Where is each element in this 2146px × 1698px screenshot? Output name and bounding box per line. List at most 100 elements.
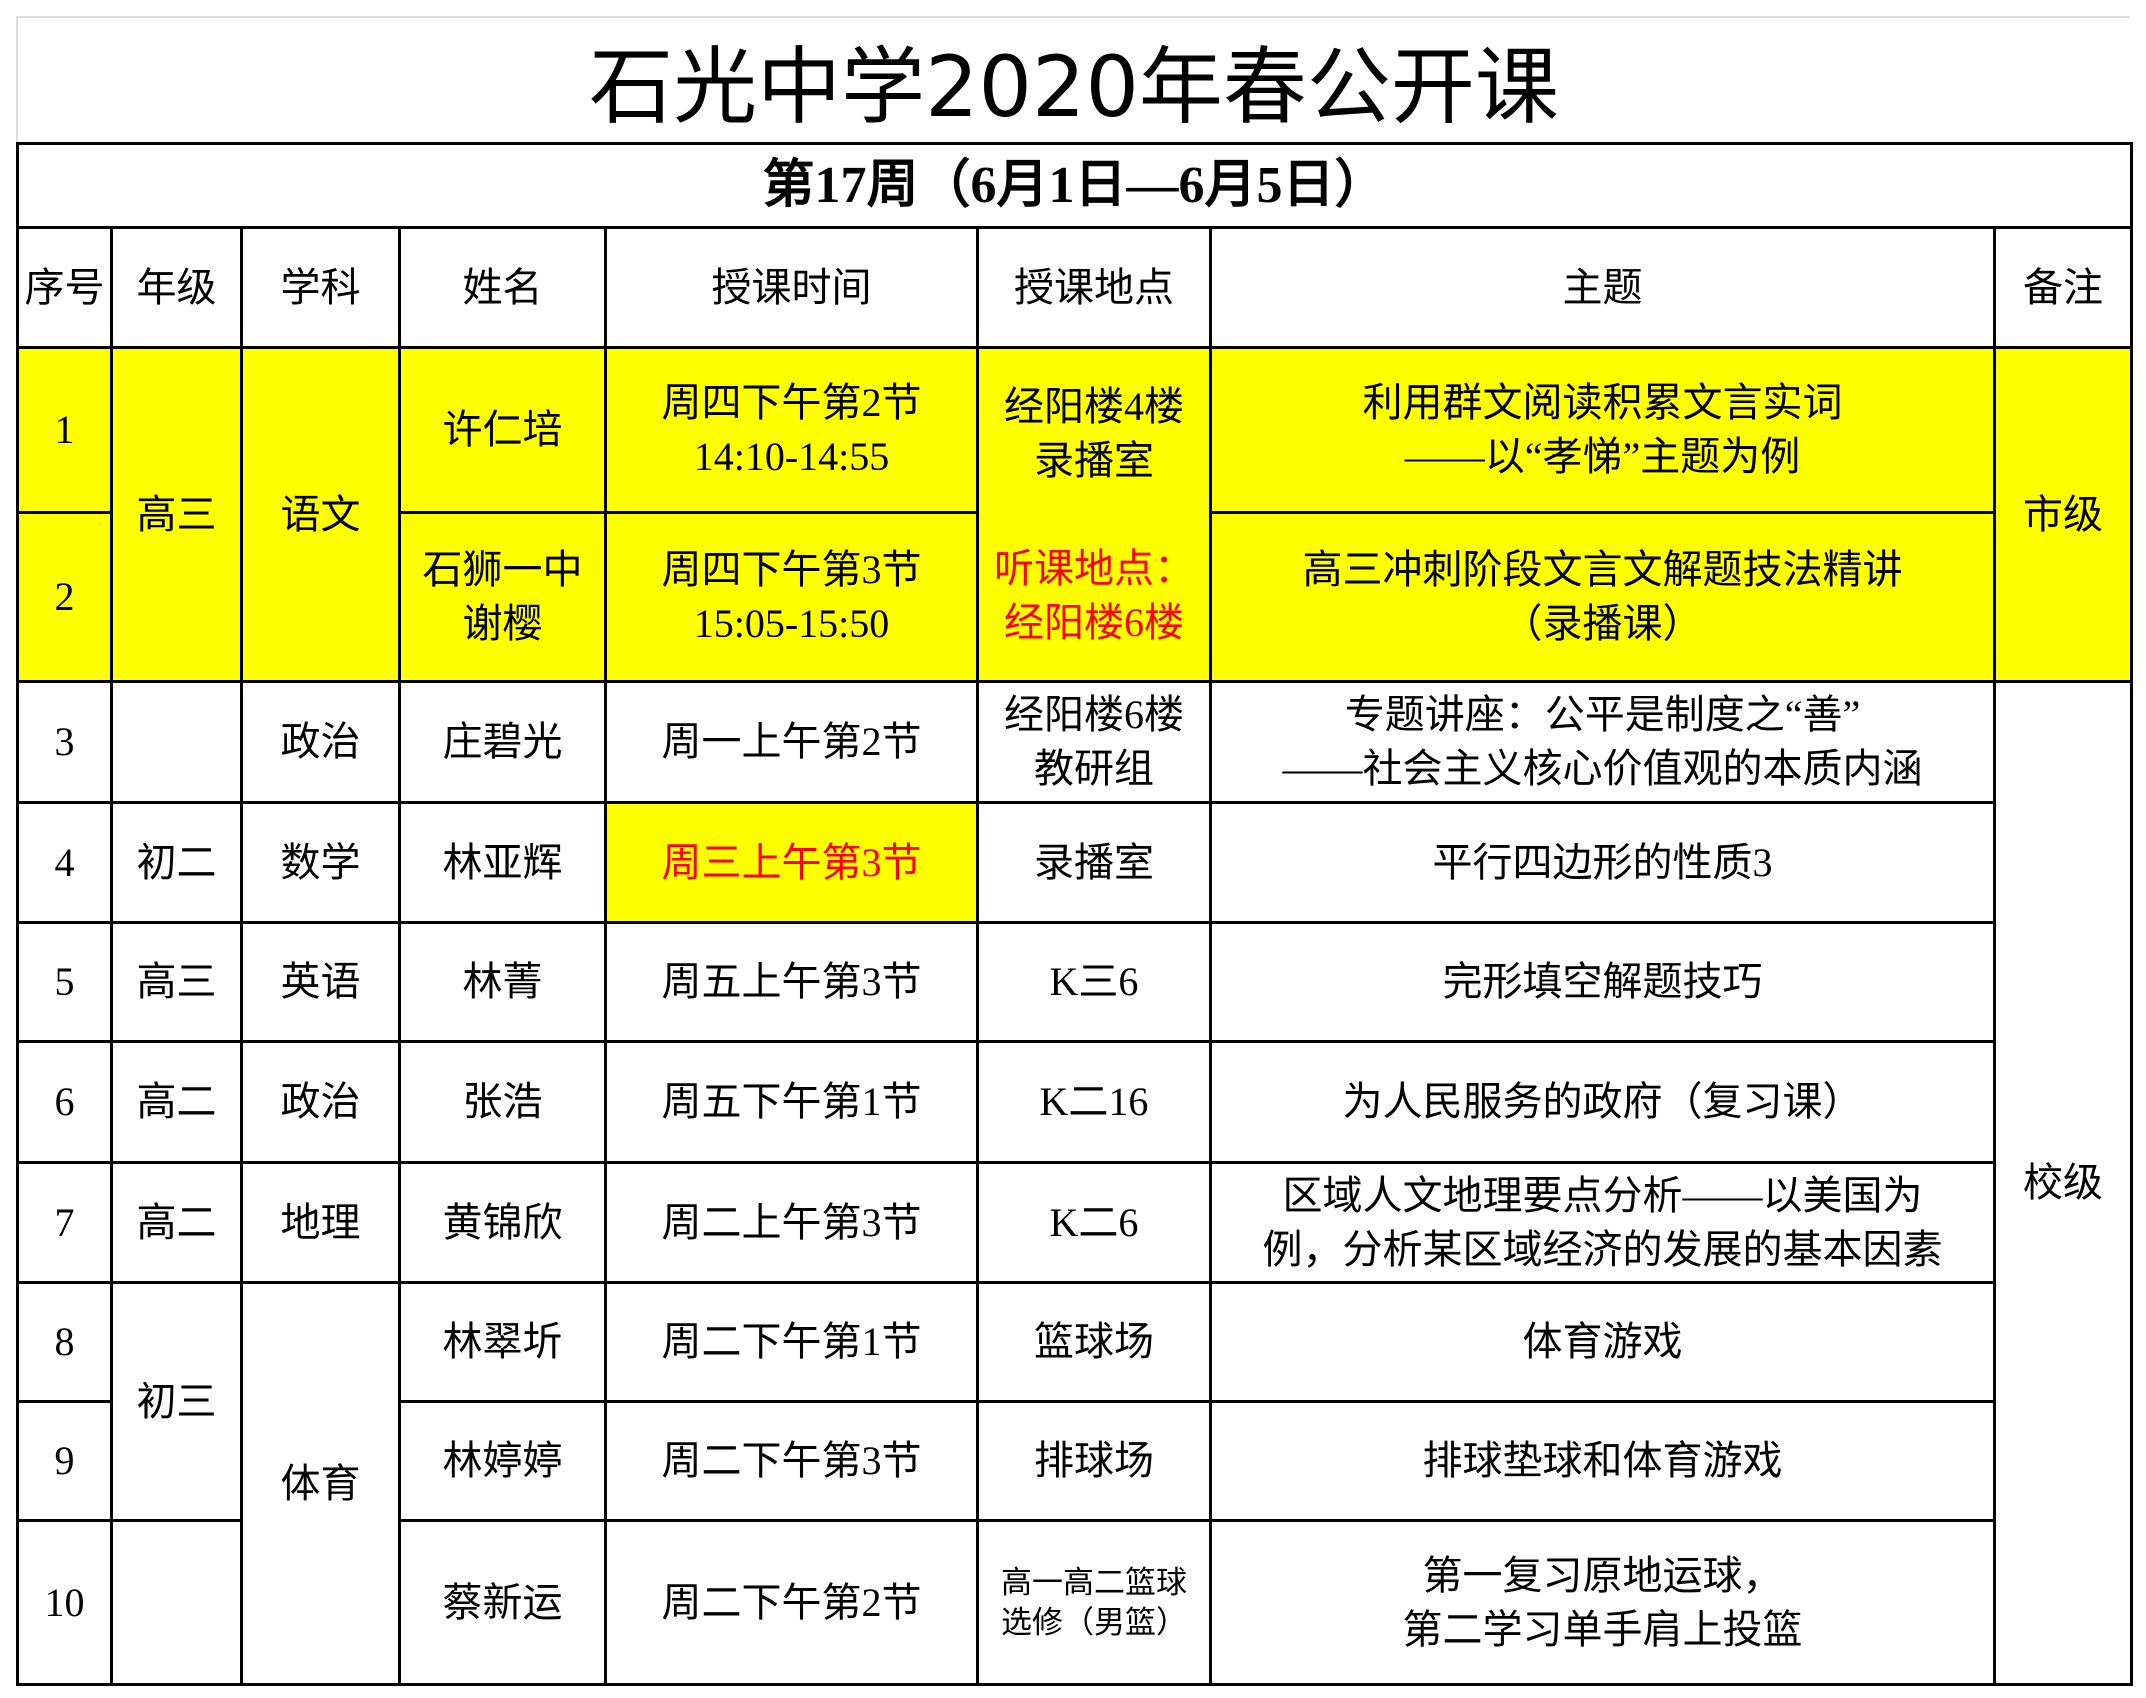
table-row: 10 蔡新运 周二下午第2节 高一高二篮球 选修（男篮） 第一复习原地运球， 第二学… — [16, 1519, 2132, 1686]
cell-place: 经阳楼4楼录播室听课地点： 经阳楼6楼 — [976, 346, 1212, 683]
cell-topic: 利用群文阅读积累文言实词 ——以“孝悌”主题为例 — [1209, 346, 1996, 514]
cell-grade: 高二 — [110, 1161, 243, 1284]
cell-note: 市级 — [1992, 346, 2134, 683]
page-title: 石光中学2020年春公开课 — [16, 16, 2130, 142]
cell-grade: 初三 — [110, 1281, 243, 1522]
cell-subject: 政治 — [240, 680, 401, 804]
cell-no: 6 — [16, 1040, 113, 1164]
cell-no: 9 — [16, 1400, 113, 1522]
listen-place: 经阳楼6楼 — [1004, 599, 1184, 645]
cell-no: 2 — [16, 511, 113, 683]
cell-topic: 区域人文地理要点分析——以美国为 例，分析某区域经济的发展的基本因素 — [1209, 1161, 1996, 1284]
cell-name: 林菁 — [398, 921, 607, 1043]
cell-topic: 专题讲座：公平是制度之“善” ——社会主义核心价值观的本质内涵 — [1209, 680, 1996, 804]
cell-no: 10 — [16, 1519, 113, 1686]
table-row: 4 初二 数学 林亚辉 周三上午第3节 录播室 平行四边形的性质3 — [16, 801, 2132, 924]
cell-time: 周二上午第3节 — [604, 1161, 979, 1284]
place-text: 录播室 — [1034, 437, 1154, 483]
place-text: 选修（男篮） — [1001, 1604, 1187, 1640]
topic-text: 第二学习单手肩上投篮 — [1402, 1606, 1803, 1652]
cell-subject: 体育 — [240, 1281, 401, 1686]
cell-topic: 完形填空解题技巧 — [1209, 921, 1996, 1043]
cell-place: 高一高二篮球 选修（男篮） — [976, 1519, 1212, 1686]
cell-place: K三6 — [976, 921, 1212, 1043]
cell-name: 林翠圻 — [398, 1281, 607, 1403]
cell-place: 录播室 — [976, 801, 1212, 924]
cell-no: 5 — [16, 921, 113, 1043]
name-text: 石狮一中 — [422, 547, 583, 592]
table-row: 6 高二 政治 张浩 周五下午第1节 K二16 为人民服务的政府（复习课） — [16, 1040, 2132, 1164]
cell-time: 周二下午第1节 — [604, 1281, 979, 1403]
topic-text: 专题讲座：公平是制度之“善” — [1344, 692, 1861, 737]
cell-topic: 体育游戏 — [1209, 1281, 1996, 1403]
header-time: 授课时间 — [604, 226, 979, 349]
cell-time: 周五上午第3节 — [604, 921, 979, 1043]
cell-grade — [110, 680, 243, 804]
time-text: 周四下午第2节 — [661, 380, 922, 425]
cell-note: 校级 — [1992, 680, 2134, 1686]
cell-no: 8 — [16, 1281, 113, 1403]
cell-grade: 高二 — [110, 1040, 243, 1164]
cell-place: 经阳楼6楼 教研组 — [976, 680, 1212, 804]
topic-text: 区域人文地理要点分析——以美国为 — [1282, 1172, 1923, 1218]
header-subject: 学科 — [240, 226, 401, 349]
cell-name: 石狮一中 谢樱 — [398, 511, 607, 683]
table-row: 3 政治 庄碧光 周一上午第2节 经阳楼6楼 教研组 专题讲座：公平是制度之“善”… — [16, 680, 2134, 1686]
cell-name: 林亚辉 — [398, 801, 607, 924]
header-no: 序号 — [16, 226, 113, 349]
cell-name: 庄碧光 — [398, 680, 607, 804]
header-row: 序号 年级 学科 姓名 授课时间 授课地点 主题 备注 — [16, 226, 2134, 349]
cell-topic: 平行四边形的性质3 — [1209, 801, 1996, 924]
cell-subject: 语文 — [240, 346, 401, 683]
topic-text: 第一复习原地运球， — [1422, 1552, 1783, 1598]
cell-topic: 为人民服务的政府（复习课） — [1209, 1040, 1996, 1164]
cell-no: 7 — [16, 1161, 113, 1284]
header-grade: 年级 — [110, 226, 243, 349]
cell-time: 周五下午第1节 — [604, 1040, 979, 1164]
topic-text: 例，分析某区域经济的发展的基本因素 — [1262, 1226, 1943, 1272]
time-range: 14:10-14:55 — [693, 434, 890, 479]
cell-name: 许仁培 — [398, 346, 607, 514]
cell-subject: 政治 — [240, 1040, 401, 1164]
cell-topic: 排球垫球和体育游戏 — [1209, 1400, 1996, 1522]
table-row: 1 高三 语文 许仁培 周四下午第2节 14:10-14:55 经阳楼4楼 录播室听… — [16, 346, 2134, 683]
time-text: 周四下午第3节 — [661, 547, 922, 592]
header-name: 姓名 — [398, 226, 607, 349]
cell-grade — [110, 1519, 243, 1686]
cell-place: 篮球场 — [976, 1281, 1212, 1403]
cell-place: 排球场 — [976, 1400, 1212, 1522]
cell-subject: 地理 — [240, 1161, 401, 1284]
topic-text: 高三冲刺阶段文言文解题技法精讲 — [1302, 547, 1903, 592]
cell-subject: 数学 — [240, 801, 401, 924]
place-text: 高一高二篮球 — [1001, 1564, 1187, 1600]
cell-place: K二6 — [976, 1161, 1212, 1284]
table-row: 5 高三 英语 林菁 周五上午第3节 K三6 完形填空解题技巧 — [16, 921, 2132, 1043]
topic-text: 利用群文阅读积累文言实词 — [1362, 380, 1843, 425]
name-text: 谢樱 — [462, 601, 543, 646]
cell-time: 周二下午第2节 — [604, 1519, 979, 1686]
cell-name: 蔡新运 — [398, 1519, 607, 1686]
cell-name: 林婷婷 — [398, 1400, 607, 1522]
cell-name: 黄锦欣 — [398, 1161, 607, 1284]
header-topic: 主题 — [1209, 226, 1996, 349]
listen-place-label: 听课地点： — [994, 545, 1194, 591]
cell-no: 3 — [16, 680, 113, 804]
cell-time: 周四下午第2节 14:10-14:55 — [604, 346, 979, 514]
cell-topic: 高三冲刺阶段文言文解题技法精讲 （录播课） — [1209, 511, 1996, 683]
schedule-table: 第17周（6月1日—6月5日） 序号 年级 学科 姓名 授课时间 授课地点 主题… — [15, 142, 2134, 1686]
table-row: 7 高二 地理 黄锦欣 周二上午第3节 K二6 区域人文地理要点分析——以美国为… — [16, 1161, 2132, 1284]
topic-text: ——社会主义核心价值观的本质内涵 — [1282, 746, 1923, 791]
cell-time: 周四下午第3节 15:05-15:50 — [604, 511, 979, 683]
cell-time: 周二下午第3节 — [604, 1400, 979, 1522]
cell-no: 1 — [16, 346, 113, 514]
place-text: 教研组 — [1034, 746, 1154, 791]
cell-no: 4 — [16, 801, 113, 924]
cell-subject: 英语 — [240, 921, 401, 1043]
header-note: 备注 — [1992, 226, 2134, 349]
cell-time-highlighted: 周三上午第3节 — [604, 801, 979, 924]
cell-grade: 高三 — [110, 921, 243, 1043]
topic-text: ——以“孝悌”主题为例 — [1404, 434, 1801, 479]
cell-grade: 初二 — [110, 801, 243, 924]
table-row: 9 林婷婷 周二下午第3节 排球场 排球垫球和体育游戏 — [16, 1400, 2132, 1522]
place-text: 经阳楼4楼 — [1004, 383, 1184, 429]
